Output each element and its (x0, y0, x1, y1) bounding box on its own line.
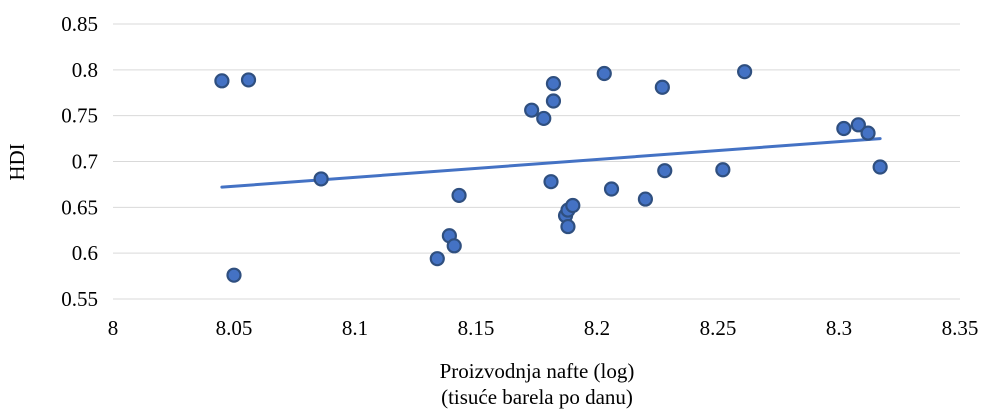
data-point (240, 72, 257, 88)
data-point (536, 110, 552, 127)
y-tick-label: 0.8 (72, 58, 98, 82)
y-tick-label: 0.55 (61, 287, 98, 311)
data-point (545, 75, 562, 92)
x-axis-ticks: 8 8.05 8.1 8.15 8.2 8.25 8.3 8.35 (108, 316, 979, 340)
y-axis-ticks: 0.55 0.6 0.65 0.7 0.75 0.8 0.85 (61, 12, 98, 311)
data-point (657, 163, 673, 179)
data-point (850, 117, 866, 133)
x-tick-label: 8.35 (942, 316, 979, 340)
y-tick-label: 0.75 (61, 104, 98, 128)
x-tick-label: 8.3 (826, 316, 852, 340)
data-point (543, 174, 559, 190)
x-tick-label: 8.25 (700, 316, 737, 340)
data-point (836, 120, 852, 137)
y-tick-label: 0.7 (72, 150, 98, 174)
data-point (715, 162, 731, 178)
data-point (872, 159, 888, 175)
data-point (596, 65, 612, 82)
trendline (220, 137, 882, 189)
x-tick-label: 8.2 (584, 316, 610, 340)
x-axis-title-line-1: Proizvodnja nafte (log) (440, 359, 635, 383)
data-point (560, 218, 576, 235)
data-point (429, 251, 445, 267)
y-tick-label: 0.85 (61, 12, 98, 36)
x-tick-label: 8.1 (342, 316, 368, 340)
x-axis-title-line-2: (tisuće barela po danu) (441, 385, 633, 409)
x-tick-label: 8 (108, 316, 119, 340)
data-point (226, 267, 242, 283)
data-point (313, 171, 329, 187)
x-tick-label: 8.15 (458, 316, 495, 340)
y-tick-label: 0.6 (72, 241, 98, 265)
x-tick-label: 8.05 (216, 316, 253, 340)
data-point (524, 102, 540, 118)
data-point (565, 197, 581, 214)
y-tick-label: 0.65 (61, 195, 98, 219)
data-point (637, 191, 654, 207)
y-axis-title: HDI (5, 143, 29, 180)
data-point (860, 125, 876, 141)
data-point (545, 93, 562, 109)
data-point (737, 64, 753, 80)
data-point (451, 187, 467, 204)
data-point (214, 73, 230, 89)
data-point (603, 181, 620, 197)
data-point (446, 238, 462, 254)
gridlines (113, 23, 960, 300)
data-points (214, 64, 888, 283)
data-point (654, 79, 670, 95)
